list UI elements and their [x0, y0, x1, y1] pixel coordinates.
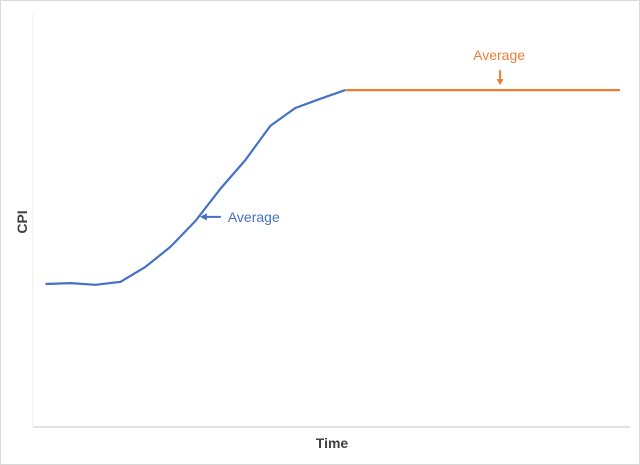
- y-axis-label: CPI: [14, 210, 30, 233]
- annotation-label-0: Average: [228, 209, 280, 225]
- x-axis-label: Time: [316, 435, 349, 451]
- series-line-ramp: [45, 89, 346, 286]
- annotation-arrowhead-0: [199, 213, 207, 221]
- annotation-arrowhead-1: [496, 79, 504, 86]
- annotation-label-1: Average: [473, 47, 525, 63]
